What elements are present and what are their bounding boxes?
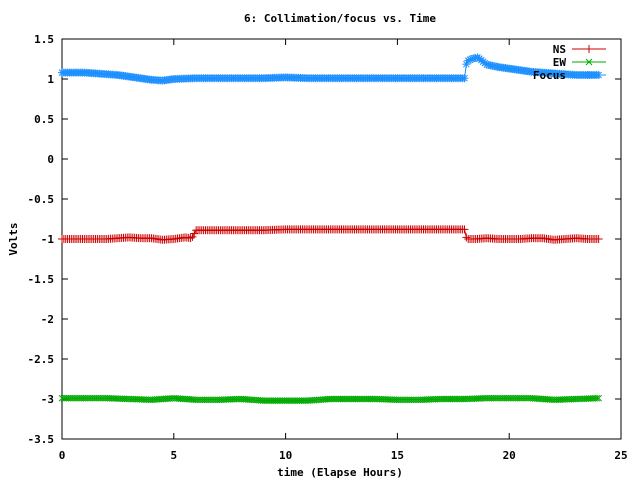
series-layer <box>58 53 603 404</box>
series-point <box>462 233 471 242</box>
series-point <box>460 74 469 83</box>
series-point <box>188 232 197 241</box>
series-markers <box>58 225 603 244</box>
legend-label: Focus <box>533 69 566 82</box>
series-point <box>186 234 195 243</box>
legend-label: NS <box>553 43 566 56</box>
x-tick-label: 0 <box>59 449 66 462</box>
x-tick-label: 10 <box>279 449 292 462</box>
y-tick-label: 1 <box>47 73 54 86</box>
y-tick-label: 0.5 <box>34 113 54 126</box>
y-tick-label: -2.5 <box>28 353 55 366</box>
series-focus <box>58 53 603 85</box>
x-axis-label: time (Elapse Hours) <box>277 466 403 479</box>
legend-marker <box>585 45 593 53</box>
legend-label: EW <box>553 56 567 69</box>
y-tick-label: -1.5 <box>28 273 55 286</box>
y-tick-label: -3 <box>41 393 54 406</box>
series-point <box>593 394 601 402</box>
x-axis-ticks: 0 5 10 15 20 25 <box>59 39 628 462</box>
y-tick-label: 1.5 <box>34 33 54 46</box>
series-point <box>595 394 602 402</box>
x-tick-label: 5 <box>170 449 177 462</box>
y-tick-label: -3.5 <box>28 433 55 446</box>
y-tick-label: -0.5 <box>28 193 55 206</box>
series-point <box>460 225 469 234</box>
chart-title: 6: Collimation/focus vs. Time <box>244 12 436 25</box>
series-markers <box>58 53 603 85</box>
x-tick-label: 15 <box>391 449 404 462</box>
series-point <box>594 235 603 243</box>
legend-marker <box>585 58 593 66</box>
legend-item-focus: Focus <box>533 69 606 82</box>
y-tick-label: 0 <box>47 153 54 166</box>
series-ns <box>58 225 603 244</box>
legend-item-ew: EW <box>553 56 606 69</box>
series-markers <box>58 394 602 404</box>
y-tick-label: -2 <box>41 313 54 326</box>
series-ew <box>58 394 602 404</box>
legend-item-ns: NS <box>553 43 606 56</box>
y-axis-ticks: 1.5 1 0.5 0 -0.5 -1 -1.5 -2 -2.5 -3 -3.5 <box>28 33 621 446</box>
x-tick-label: 25 <box>614 449 627 462</box>
series-point <box>190 229 199 238</box>
x-tick-label: 20 <box>503 449 516 462</box>
legend-marker <box>585 71 593 79</box>
y-tick-label: -1 <box>41 233 55 246</box>
y-axis-label: Volts <box>7 222 20 255</box>
